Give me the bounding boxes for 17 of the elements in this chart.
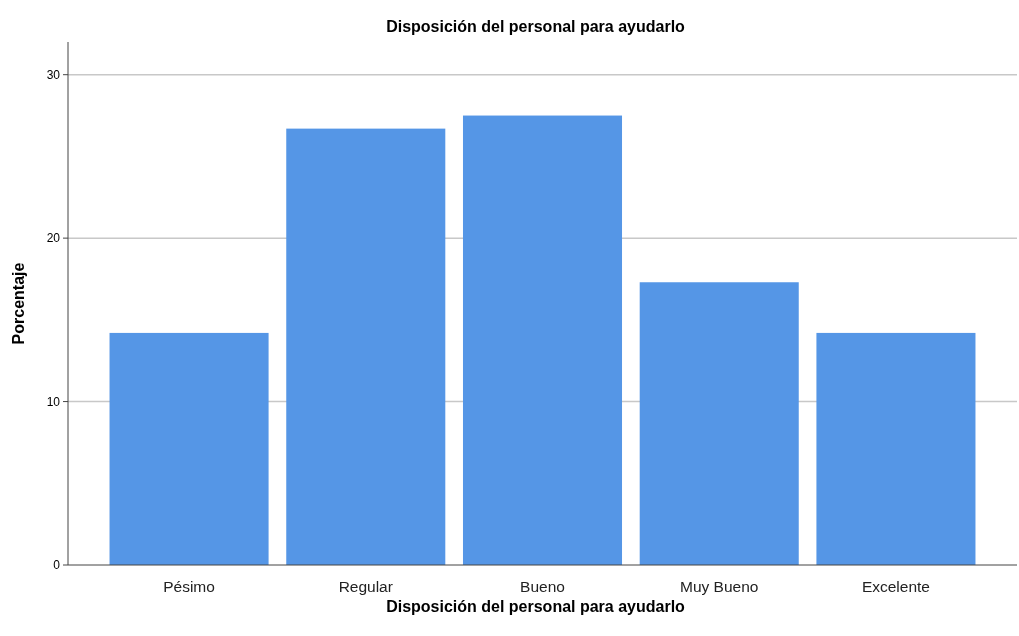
bar	[286, 128, 446, 565]
y-tick-label: 30	[46, 67, 61, 82]
y-tick-label: 20	[46, 231, 61, 246]
bar	[109, 332, 269, 565]
chart-title: Disposición del personal para ayudarlo	[386, 18, 686, 35]
x-axis-title: Disposición del personal para ayudarlo	[386, 598, 686, 615]
y-tick-label: 0	[53, 558, 61, 573]
x-tick-label: Regular	[338, 578, 393, 595]
x-tick-label: Bueno	[520, 578, 565, 595]
bar	[816, 332, 976, 565]
x-tick-label: Excelente	[861, 578, 930, 595]
bar	[639, 282, 799, 565]
y-axis-title: Porcentaje	[10, 262, 27, 345]
bar	[462, 115, 623, 565]
x-tick-label: Muy Bueno	[680, 578, 759, 595]
x-tick-label: Pésimo	[163, 578, 215, 595]
y-tick-label: 10	[46, 394, 61, 409]
